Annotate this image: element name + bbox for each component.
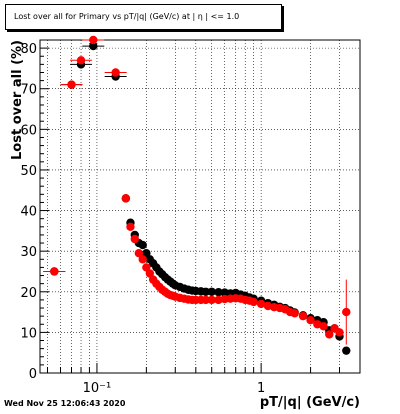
y-tick-label: 40 [20,205,37,220]
black-marker [201,287,210,296]
red-marker [111,68,120,77]
red-marker [207,295,216,305]
red-marker [121,194,131,203]
axis-ticks [40,39,361,374]
y-tick-label: 10 [20,326,37,341]
axis-tick-labels: 0 10 20 30 40 50 60 70 80 10⁻¹ 1 [20,42,265,396]
red-marker [298,311,308,321]
x-tick-label: 10⁻¹ [83,381,112,396]
red-marker [76,56,86,65]
y-tick-label: 70 [20,83,37,98]
red-marker [138,255,147,264]
chart-title: Lost over all for Primary vs pT/|q| (GeV… [14,12,240,21]
chart-title-box: Lost over all for Primary vs pT/|q| (GeV… [5,4,282,30]
red-marker [249,297,258,307]
y-tick-label: 50 [20,164,37,179]
y-tick-label: 30 [20,245,37,260]
red-marker [214,295,223,305]
black-marker [342,346,351,355]
red-marker [134,249,144,258]
red-marker [256,299,266,309]
red-marker [50,267,59,276]
red-marker [126,222,135,232]
black-marker [138,240,147,250]
red-marker [201,295,210,305]
red-marker [319,322,328,331]
black-marker [142,249,151,258]
black-marker [207,287,216,296]
red-marker [142,263,151,272]
red-marker [89,35,98,45]
y-tick-label: 80 [20,42,37,57]
red-marker [130,234,139,244]
x-axis-title: pT/|q| (GeV/c) [260,395,360,410]
red-marker [67,80,76,89]
red-marker [325,330,334,339]
timestamp: Wed Nov 25 12:06:43 2020 [4,399,126,408]
y-axis-title: Lost over all (%) [10,40,25,160]
y-tick-label: 0 [29,367,37,382]
data-points [43,35,351,355]
black-marker [89,41,98,51]
black-marker [214,287,223,297]
red-marker [306,316,315,325]
y-tick-label: 60 [20,123,37,138]
plot-frame [39,39,361,374]
x-tick-label: 1 [257,381,265,396]
y-tick-label: 20 [20,286,37,301]
red-marker [335,328,344,337]
red-marker [290,309,299,318]
